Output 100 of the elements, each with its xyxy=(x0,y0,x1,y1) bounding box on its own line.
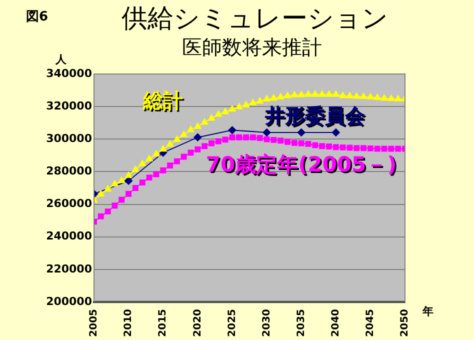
point xyxy=(236,103,243,110)
point xyxy=(167,162,173,168)
point xyxy=(290,91,298,98)
point xyxy=(256,135,263,141)
point xyxy=(332,90,340,97)
point xyxy=(340,144,346,150)
point xyxy=(188,150,194,156)
point xyxy=(318,90,326,97)
point xyxy=(118,196,125,203)
point xyxy=(326,143,332,150)
y-tick-label: 300000 xyxy=(46,132,92,145)
point xyxy=(222,136,228,143)
point xyxy=(111,180,118,186)
point xyxy=(160,145,167,152)
point xyxy=(194,133,202,142)
x-tick-label: 2030 xyxy=(261,308,272,337)
y-tick-label: 260000 xyxy=(46,197,92,210)
point xyxy=(298,140,304,146)
point xyxy=(304,90,312,97)
point xyxy=(374,94,381,100)
y-tick-label: 340000 xyxy=(46,66,92,80)
x-tick-label: 2020 xyxy=(192,308,204,337)
point xyxy=(222,108,229,114)
x-tick-label: 2050 xyxy=(400,308,411,337)
point xyxy=(297,128,306,136)
point xyxy=(339,92,346,98)
y-tick-label: 220000 xyxy=(46,262,92,276)
point xyxy=(256,97,264,104)
point xyxy=(125,172,132,178)
point xyxy=(194,146,201,152)
point xyxy=(346,144,353,151)
point xyxy=(208,114,216,121)
y-tick-label: 200000 xyxy=(46,294,92,308)
point xyxy=(139,179,146,186)
point xyxy=(263,95,270,102)
x-axis-title: 年 xyxy=(422,304,434,318)
point xyxy=(249,98,256,106)
point xyxy=(166,140,174,147)
point xyxy=(305,140,312,147)
point xyxy=(388,94,395,102)
point xyxy=(284,138,290,145)
point xyxy=(354,145,360,152)
point xyxy=(366,93,374,100)
y-axis-title: 人 xyxy=(54,52,68,66)
point xyxy=(332,144,339,150)
point xyxy=(160,167,166,174)
x-tick-label: 2025 xyxy=(226,308,238,337)
point xyxy=(395,146,402,152)
point xyxy=(262,128,271,136)
y-tick-label: 240000 xyxy=(46,230,92,243)
point xyxy=(270,136,277,143)
point xyxy=(291,140,298,146)
point xyxy=(277,93,284,100)
point xyxy=(360,92,368,100)
y-tick-label: 320000 xyxy=(46,99,92,112)
point xyxy=(228,105,236,112)
point xyxy=(360,145,367,152)
caption: 図6 xyxy=(26,9,48,24)
point xyxy=(374,146,380,152)
chart-title: 供給シミュレーション xyxy=(122,4,388,34)
point xyxy=(380,94,388,101)
point xyxy=(278,138,284,144)
x-tick-label: 2005 xyxy=(88,308,100,337)
point xyxy=(325,90,333,97)
point xyxy=(215,138,222,144)
point xyxy=(146,155,153,162)
x-tick-label: 2045 xyxy=(365,308,376,337)
point xyxy=(174,158,180,164)
point xyxy=(319,143,326,150)
point xyxy=(104,185,112,192)
point xyxy=(202,143,208,150)
point xyxy=(132,166,139,172)
point xyxy=(153,171,160,178)
point xyxy=(208,140,214,146)
point xyxy=(312,142,318,148)
x-tick-label: 2010 xyxy=(123,308,134,337)
point xyxy=(201,118,208,125)
point xyxy=(187,126,194,132)
series-label: 井形委員会 xyxy=(266,104,368,129)
point xyxy=(146,174,152,181)
point xyxy=(346,92,354,98)
x-tick-label: 2015 xyxy=(158,308,169,337)
point xyxy=(243,134,250,140)
point xyxy=(112,202,118,209)
point xyxy=(312,90,319,97)
point xyxy=(180,154,187,160)
point xyxy=(138,160,146,166)
y-tick-label: 280000 xyxy=(46,164,92,178)
point xyxy=(118,176,126,184)
point xyxy=(104,208,111,214)
point xyxy=(97,190,104,196)
point xyxy=(180,130,188,137)
point xyxy=(228,126,236,134)
chart-subtitle: 医師数将来推計 xyxy=(182,35,322,60)
point xyxy=(126,190,132,197)
point xyxy=(353,92,360,99)
point xyxy=(194,122,202,129)
x-tick-label: 2035 xyxy=(296,308,307,337)
point xyxy=(229,134,236,140)
point xyxy=(388,146,394,152)
